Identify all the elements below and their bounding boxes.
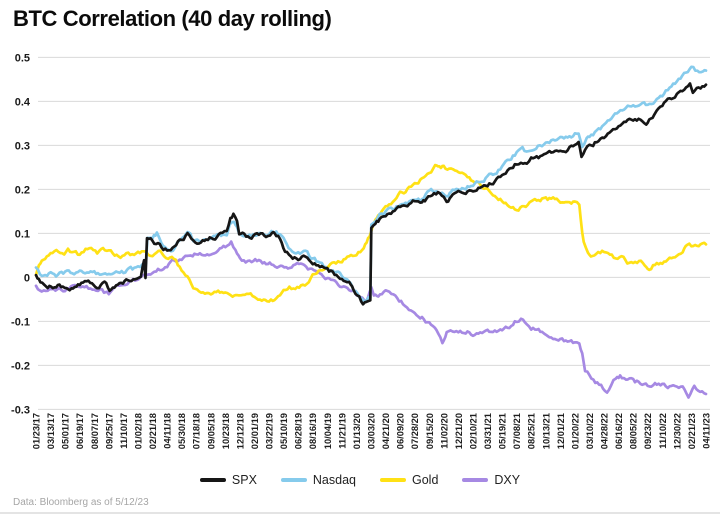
x-tick-label: 10/13/21 <box>541 413 551 449</box>
legend-item-spx: SPX <box>199 473 257 487</box>
series-line-spx <box>34 82 708 306</box>
x-tick-label: 09/15/20 <box>425 413 435 449</box>
x-tick-label: 09/25/17 <box>104 413 114 449</box>
x-tick-label: 01/23/17 <box>32 413 42 449</box>
x-tick-label: 03/13/17 <box>46 413 56 449</box>
x-tick-label: 07/08/21 <box>512 413 522 449</box>
x-tick-label: 03/22/19 <box>265 413 275 449</box>
y-tick-label: 0.1 <box>15 228 30 240</box>
gold-line-swatch-icon <box>380 478 406 482</box>
x-tick-label: 07/18/18 <box>192 413 202 449</box>
x-tick-label: 02/21/18 <box>148 413 158 449</box>
x-tick-label: 11/10/17 <box>119 413 129 449</box>
x-tick-label: 08/16/19 <box>308 413 318 449</box>
x-tick-label: 05/10/19 <box>279 413 289 449</box>
x-tick-label: 02/01/19 <box>250 413 260 449</box>
x-tick-label: 09/23/22 <box>643 413 653 449</box>
x-tick-label: 11/21/19 <box>337 413 347 449</box>
y-tick-label: 0.5 <box>15 52 30 64</box>
x-tick-label: 09/05/18 <box>206 413 216 449</box>
x-tick-label: 04/21/20 <box>381 413 391 449</box>
x-tick-label: 12/01/21 <box>556 413 566 449</box>
legend-label-dxy: DXY <box>494 473 521 487</box>
legend-label-spx: SPX <box>231 473 257 487</box>
x-tick-label: 01/02/18 <box>133 413 143 449</box>
x-tick-label: 11/10/22 <box>658 413 668 449</box>
y-tick-label: 0.3 <box>15 140 30 152</box>
x-tick-label: 08/07/17 <box>90 413 100 449</box>
x-tick-label: 04/11/23 <box>702 413 712 449</box>
legend-label-gold: Gold <box>412 473 439 487</box>
x-tick-label: 05/01/17 <box>61 413 71 449</box>
legend-item-gold: Gold <box>380 473 438 487</box>
legend-item-dxy: DXY <box>462 473 520 487</box>
x-tick-label: 03/03/20 <box>367 413 377 449</box>
x-tick-label: 04/28/22 <box>600 413 610 449</box>
x-tick-label: 11/02/20 <box>439 413 449 449</box>
x-tick-label: 06/28/19 <box>294 413 304 449</box>
spx-line-swatch-icon <box>199 478 226 482</box>
y-tick-label: 0.4 <box>15 96 31 108</box>
x-tick-label: 06/09/20 <box>396 413 406 449</box>
source-note: Data: Bloomberg as of 5/12/23 <box>13 497 149 508</box>
x-tick-label: 06/19/17 <box>75 413 85 449</box>
legend-label-nasdaq: Nasdaq <box>312 473 356 487</box>
bottom-divider <box>0 512 720 514</box>
y-tick-label: -0.1 <box>11 316 30 328</box>
nasdaq-line-swatch-icon <box>280 478 307 482</box>
x-tick-label: 01/13/20 <box>352 413 362 449</box>
y-tick-label: -0.3 <box>11 404 30 416</box>
x-tick-label: 01/20/22 <box>570 413 580 449</box>
x-tick-label: 03/10/22 <box>585 413 595 449</box>
x-tick-label: 08/05/22 <box>629 413 639 449</box>
x-tick-label: 04/11/18 <box>163 413 173 449</box>
y-tick-label: 0.2 <box>15 184 30 196</box>
y-tick-label: 0 <box>24 272 30 284</box>
x-tick-label: 12/12/18 <box>235 413 245 449</box>
x-tick-label: 10/04/19 <box>323 413 333 449</box>
x-tick-label: 12/21/20 <box>454 413 464 449</box>
x-tick-label: 02/21/23 <box>687 413 697 449</box>
x-tick-label: 03/31/21 <box>483 413 493 449</box>
x-tick-label: 10/23/18 <box>221 413 231 449</box>
chart-title: BTC Correlation (40 day rolling) <box>13 6 332 31</box>
x-tick-label: 02/10/21 <box>468 413 478 449</box>
x-tick-label: 08/25/21 <box>527 413 537 449</box>
x-tick-label: 07/28/20 <box>410 413 420 449</box>
x-tick-label: 12/30/22 <box>672 413 682 449</box>
x-tick-label: 06/16/22 <box>614 413 624 449</box>
dxy-line-swatch-icon <box>462 478 489 482</box>
chart-legend: SPX Nasdaq Gold DXY <box>0 473 720 487</box>
x-tick-label: 05/30/18 <box>177 413 187 449</box>
legend-item-nasdaq: Nasdaq <box>280 473 356 487</box>
y-tick-label: -0.2 <box>11 360 30 372</box>
x-tick-label: 05/19/21 <box>498 413 508 449</box>
